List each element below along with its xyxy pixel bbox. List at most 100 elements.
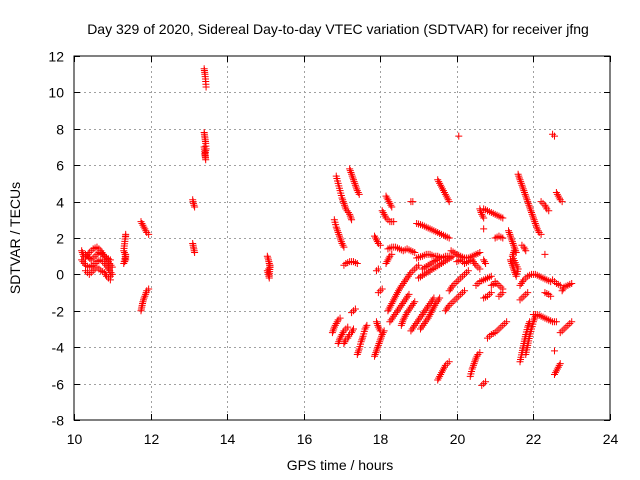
data-point: [434, 296, 442, 304]
data-point: [78, 256, 86, 264]
x-tick-label: 10: [67, 431, 83, 447]
data-point: [545, 290, 553, 298]
data-point: [401, 278, 409, 286]
data-point: [442, 192, 450, 200]
data-point: [524, 198, 532, 206]
data-point: [400, 314, 408, 322]
y-tick-label: -6: [52, 377, 65, 393]
data-point: [374, 289, 382, 297]
data-point: [471, 259, 479, 267]
data-point: [481, 258, 489, 266]
data-point: [564, 321, 572, 329]
data-point: [347, 168, 355, 176]
data-point: [372, 318, 380, 326]
data-point: [524, 199, 532, 207]
data-point: [445, 287, 453, 295]
data-point: [491, 234, 499, 242]
data-point: [524, 321, 532, 329]
data-point: [472, 354, 480, 362]
data-point: [413, 254, 421, 262]
data-point: [436, 179, 444, 187]
data-point: [393, 290, 401, 298]
data-point: [383, 194, 391, 202]
data-point: [499, 321, 507, 329]
data-point: [384, 307, 392, 315]
data-point: [432, 300, 440, 308]
data-point: [566, 320, 574, 328]
data-point: [554, 363, 562, 371]
data-point: [541, 201, 549, 209]
data-point: [373, 345, 381, 353]
data-point: [340, 243, 348, 251]
data-point: [384, 196, 392, 204]
data-point: [340, 199, 348, 207]
y-tick-label: -4: [52, 340, 65, 356]
data-point: [407, 327, 415, 335]
data-point: [501, 320, 509, 328]
data-point: [372, 349, 380, 357]
data-point: [354, 349, 362, 357]
data-point: [509, 250, 517, 258]
data-point: [506, 256, 514, 264]
data-point: [518, 294, 526, 302]
data-point: [341, 338, 349, 346]
data-point: [441, 190, 449, 198]
data-point: [343, 207, 351, 215]
data-point: [395, 285, 403, 293]
data-point: [384, 256, 392, 264]
data-point: [421, 307, 429, 315]
y-tick-label: 12: [48, 49, 64, 65]
data-point: [558, 287, 566, 295]
data-point: [394, 289, 402, 297]
y-tick-label: 10: [48, 85, 64, 101]
data-point: [495, 232, 503, 240]
data-point: [459, 289, 467, 297]
data-point: [529, 318, 537, 326]
data-point: [103, 254, 111, 262]
data-point: [462, 269, 470, 277]
data-point: [341, 201, 349, 209]
data-point: [333, 225, 341, 233]
data-point: [515, 172, 523, 180]
data-point: [547, 292, 555, 300]
data-point: [487, 330, 495, 338]
data-point: [386, 199, 394, 207]
data-point: [510, 241, 518, 249]
data-point: [78, 249, 86, 257]
data-point: [386, 244, 394, 252]
data-point: [374, 321, 382, 329]
data-point: [404, 272, 412, 280]
data-point: [371, 350, 379, 358]
data-point: [342, 259, 350, 267]
data-point: [409, 198, 417, 206]
data-point: [440, 363, 448, 371]
data-point: [522, 247, 530, 255]
data-point: [445, 198, 453, 206]
data-point: [520, 189, 528, 196]
data-point: [382, 192, 390, 200]
x-tick-label: 24: [603, 431, 619, 447]
data-point: [391, 310, 399, 318]
data-point: [358, 336, 366, 344]
data-point: [398, 281, 406, 289]
data-point: [517, 280, 525, 287]
data-point: [376, 287, 384, 295]
data-point: [480, 380, 488, 388]
data-point: [457, 274, 465, 282]
data-point: [418, 252, 426, 260]
data-point: [376, 338, 384, 346]
data-point: [439, 187, 447, 195]
data-point: [95, 249, 103, 257]
data-point: [355, 190, 363, 198]
data-point: [388, 203, 396, 211]
data-point: [379, 329, 387, 337]
data-point: [519, 185, 527, 193]
data-point: [85, 270, 93, 278]
data-point: [436, 254, 444, 262]
data-point: [470, 360, 478, 368]
data-point: [469, 363, 477, 371]
data-point: [102, 270, 110, 278]
data-point: [474, 263, 482, 271]
data-point: [411, 265, 419, 273]
data-point: [385, 198, 393, 206]
